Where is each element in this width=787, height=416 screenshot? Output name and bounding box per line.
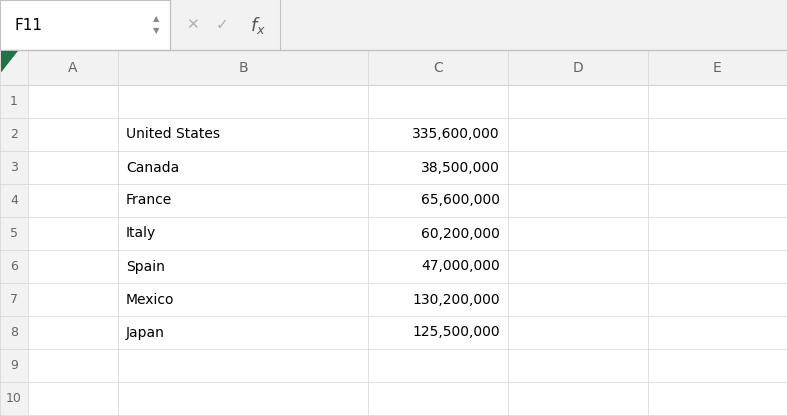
Text: 335,600,000: 335,600,000: [412, 127, 500, 141]
Text: France: France: [126, 193, 172, 208]
Text: F11: F11: [14, 17, 42, 32]
Text: 60,200,000: 60,200,000: [421, 226, 500, 240]
Bar: [0, 349, 28, 382]
Text: Canada: Canada: [126, 161, 179, 174]
Bar: [0, 85, 28, 118]
Text: 5: 5: [10, 227, 18, 240]
Text: A: A: [68, 60, 78, 74]
Bar: [0, 382, 28, 415]
Text: 6: 6: [10, 260, 18, 273]
Text: 3: 3: [10, 161, 18, 174]
Text: ✓: ✓: [216, 17, 228, 32]
Text: 7: 7: [10, 293, 18, 306]
Text: 2: 2: [10, 128, 18, 141]
Bar: [0, 0, 170, 50]
Text: Italy: Italy: [126, 226, 157, 240]
Bar: [0, 118, 28, 151]
Text: ▲: ▲: [153, 15, 159, 23]
Polygon shape: [1, 51, 18, 72]
Bar: [0, 184, 28, 217]
Text: D: D: [573, 60, 583, 74]
Text: 38,500,000: 38,500,000: [421, 161, 500, 174]
Text: United States: United States: [126, 127, 220, 141]
Bar: [0, 151, 28, 184]
Bar: [0, 250, 28, 283]
Bar: [0, 316, 28, 349]
Bar: [0, 0, 787, 50]
Text: 10: 10: [6, 392, 22, 405]
Bar: [0, 50, 787, 85]
Text: Japan: Japan: [126, 325, 164, 339]
Text: 8: 8: [10, 326, 18, 339]
Text: E: E: [713, 60, 722, 74]
Text: C: C: [433, 60, 443, 74]
Text: 125,500,000: 125,500,000: [412, 325, 500, 339]
Text: ✕: ✕: [186, 17, 198, 32]
Text: 47,000,000: 47,000,000: [421, 260, 500, 273]
Text: Spain: Spain: [126, 260, 164, 273]
Text: 9: 9: [10, 359, 18, 372]
Bar: [0, 283, 28, 316]
Bar: [0, 217, 28, 250]
Text: 4: 4: [10, 194, 18, 207]
Text: Mexico: Mexico: [126, 292, 175, 307]
Text: 65,600,000: 65,600,000: [421, 193, 500, 208]
Text: 1: 1: [10, 95, 18, 108]
Text: ▼: ▼: [153, 27, 159, 35]
Text: $f_x$: $f_x$: [250, 15, 266, 35]
Text: 130,200,000: 130,200,000: [412, 292, 500, 307]
Text: B: B: [238, 60, 248, 74]
